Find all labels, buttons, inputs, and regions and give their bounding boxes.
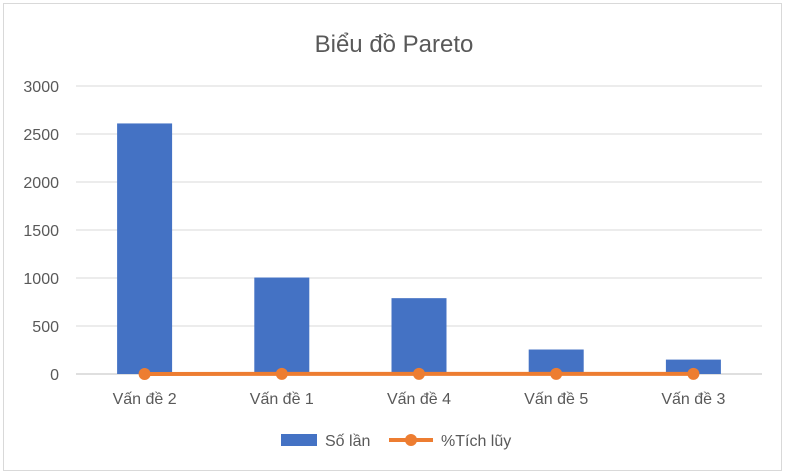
y-tick-label: 3000 <box>23 79 59 96</box>
bar <box>665 359 721 374</box>
x-tick-label: Vấn đề 3 <box>661 391 725 408</box>
bar-series <box>117 123 721 374</box>
bar <box>254 277 310 374</box>
y-axis: 0 500 1000 1500 2000 2500 3000 <box>23 79 59 384</box>
line-point <box>413 367 425 380</box>
bar <box>391 298 447 374</box>
x-tick-label: Vấn đề 1 <box>250 391 314 408</box>
y-tick-label: 2500 <box>23 127 59 144</box>
x-tick-label: Vấn đề 2 <box>113 391 177 408</box>
legend-swatch-marker <box>405 434 417 446</box>
y-tick-label: 1000 <box>23 271 59 288</box>
x-tick-label: Vấn đề 5 <box>524 391 588 408</box>
line-point <box>138 367 151 380</box>
y-tick-label: 0 <box>50 367 59 384</box>
legend: Số lần %Tích lũy <box>281 433 511 450</box>
cumulative-line-series <box>138 367 700 380</box>
bar <box>117 123 173 374</box>
y-tick-label: 2000 <box>23 175 59 192</box>
x-tick-label: Vấn đề 4 <box>387 391 451 408</box>
chart-title: Biểu đồ Pareto <box>315 31 474 58</box>
x-axis: Vấn đề 2 Vấn đề 1 Vấn đề 4 Vấn đề 5 Vấn đề 3 <box>113 391 726 408</box>
legend-swatch-bars <box>281 434 317 446</box>
line-point <box>687 367 700 380</box>
line-point <box>275 367 288 380</box>
legend-label-line: %Tích lũy <box>441 433 511 450</box>
legend-label-bars: Số lần <box>325 433 370 450</box>
y-tick-label: 500 <box>32 319 59 336</box>
line-point <box>550 367 563 380</box>
y-tick-label: 1500 <box>23 223 59 240</box>
